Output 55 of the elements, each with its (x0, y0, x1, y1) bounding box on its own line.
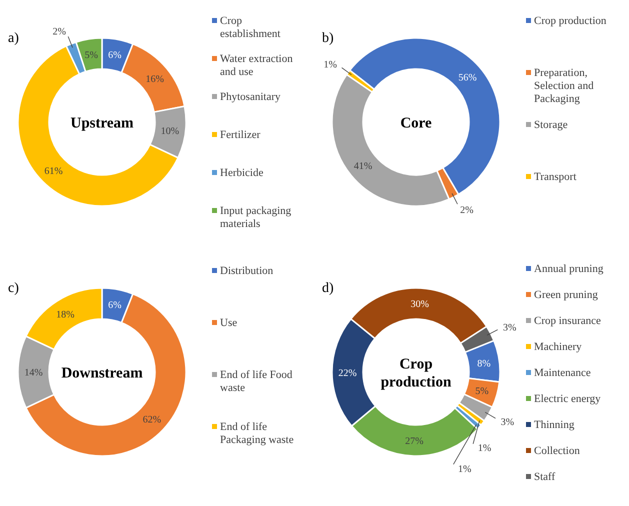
text: b) (322, 31, 334, 46)
legend-label: Maintenance (534, 367, 591, 379)
donut-slice (349, 37, 501, 196)
data-label: 14% (24, 368, 43, 378)
legend-label: Preparation, Selection and Packaging (534, 67, 594, 105)
data-label: 1% (458, 464, 472, 475)
data-label: 56% (458, 72, 477, 84)
legend-label: Crop insurance (534, 315, 602, 327)
data-label: 2% (52, 26, 66, 38)
data-label: 18% (56, 310, 74, 321)
text: Crop production (380, 356, 452, 390)
data-label: 1% (478, 443, 492, 454)
text: d) (322, 281, 334, 296)
legend-label: Herbicide (220, 167, 264, 179)
legend-label: Annual pruning (534, 263, 604, 275)
data-label: 5% (475, 386, 489, 398)
data-label: 41% (354, 160, 372, 172)
legend-label: Use (220, 317, 238, 329)
data-label: 1% (324, 60, 337, 71)
text: Upstream (70, 115, 134, 132)
data-label: 6% (108, 300, 122, 312)
text: Downstream (61, 365, 144, 382)
text: Core (400, 115, 432, 132)
legend-label: Fertilizer (220, 129, 261, 141)
legend-label: Thinning (534, 419, 575, 431)
legend-label: Crop production (534, 15, 607, 27)
data-label: 27% (405, 436, 424, 447)
legend-label: Machinery (534, 341, 582, 353)
text: c) (8, 281, 20, 296)
data-label: 30% (410, 299, 429, 310)
data-label: 8% (477, 358, 491, 370)
legend-label: Phytosanitary (220, 91, 281, 103)
legend-label: End of life Packaging waste (220, 421, 294, 446)
data-label: 22% (338, 368, 357, 379)
legend-label: Water extraction and use (220, 53, 294, 78)
legend-label: Storage (534, 119, 568, 131)
legend-label: End of life Food waste (220, 369, 293, 394)
legend-label: Input packaging materials (220, 205, 292, 230)
data-label: 16% (146, 74, 164, 85)
legend-label: Distribution (220, 265, 274, 277)
legend-label: Electric energy (534, 393, 602, 405)
data-label: 5% (84, 50, 98, 61)
legend-label: Staff (534, 471, 556, 483)
legend-label: Green pruning (534, 289, 598, 301)
data-label: 62% (142, 414, 162, 426)
data-label: 61% (44, 166, 63, 177)
data-label: 2% (460, 204, 474, 216)
legend-label: Crop establishment (220, 15, 280, 40)
data-label: 6% (108, 50, 122, 62)
legend-label: Transport (534, 171, 576, 183)
data-label: 3% (503, 322, 516, 334)
legend-label: Collection (534, 445, 580, 457)
data-label: 10% (160, 126, 180, 138)
text: a) (8, 31, 20, 46)
data-label: 3% (500, 416, 514, 428)
